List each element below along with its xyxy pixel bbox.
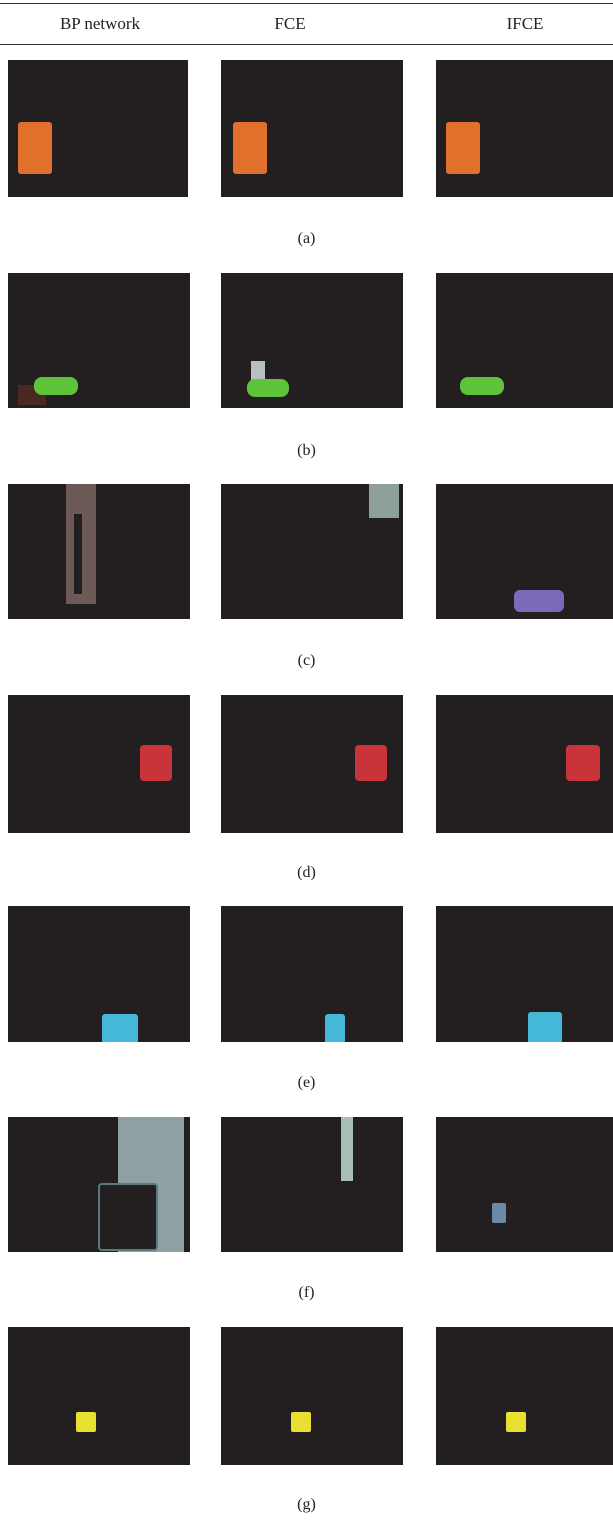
row-caption-f: (f): [298, 1284, 315, 1301]
row-caption-b: (b): [297, 442, 316, 459]
blue-gray-object: [492, 1203, 506, 1223]
door-gap: [74, 514, 82, 594]
cyan-stool-object: [325, 1014, 345, 1042]
panel-g-fce: [221, 1327, 403, 1465]
column-header-fce: FCE: [274, 14, 306, 33]
red-pillow-object: [566, 745, 600, 781]
panel-f-bp: [8, 1117, 190, 1252]
panel-b-ifce: [436, 273, 613, 408]
table-header-rule: [0, 44, 613, 45]
row-caption-c: (c): [297, 652, 316, 669]
green-bowl-object: [460, 377, 504, 395]
gray-object: [341, 1117, 353, 1181]
yellow-cube-object: [76, 1412, 96, 1432]
panel-g-bp: [8, 1327, 190, 1465]
column-header-bp-network: BP network: [59, 14, 141, 33]
panel-a-ifce: [436, 60, 613, 197]
panel-a-bp: [8, 60, 188, 197]
panel-c-fce: [221, 484, 403, 619]
chair-object: [98, 1183, 158, 1251]
row-caption-e: (e): [297, 1074, 316, 1091]
green-bowl-object: [247, 379, 289, 397]
panel-b-fce: [221, 273, 403, 408]
gray-green-object: [369, 484, 399, 518]
cyan-stool-object: [102, 1014, 138, 1042]
table-top-rule: [0, 3, 613, 4]
row-caption-d: (d): [297, 864, 316, 881]
red-pillow-object: [355, 745, 387, 781]
panel-f-ifce: [436, 1117, 613, 1252]
column-header-ifce: IFCE: [506, 14, 544, 33]
panel-e-bp: [8, 906, 190, 1042]
gray-object: [251, 361, 265, 383]
panel-c-bp: [8, 484, 190, 619]
panel-f-fce: [221, 1117, 403, 1252]
panel-e-ifce: [436, 906, 613, 1042]
panel-d-fce: [221, 695, 403, 833]
orange-box-object: [446, 122, 480, 174]
green-bowl-object: [34, 377, 78, 395]
cyan-stool-object: [528, 1012, 562, 1042]
panel-e-fce: [221, 906, 403, 1042]
orange-box-object: [233, 122, 267, 174]
panel-g-ifce: [436, 1327, 613, 1465]
purple-object: [514, 590, 564, 612]
row-caption-a: (a): [297, 230, 316, 247]
yellow-cube-object: [506, 1412, 526, 1432]
panel-d-ifce: [436, 695, 613, 833]
panel-d-bp: [8, 695, 190, 833]
panel-c-ifce: [436, 484, 613, 619]
panel-a-fce: [221, 60, 403, 197]
panel-b-bp: [8, 273, 190, 408]
orange-box-object: [18, 122, 52, 174]
red-pillow-object: [140, 745, 172, 781]
row-caption-g: (g): [297, 1496, 316, 1513]
yellow-cube-object: [291, 1412, 311, 1432]
